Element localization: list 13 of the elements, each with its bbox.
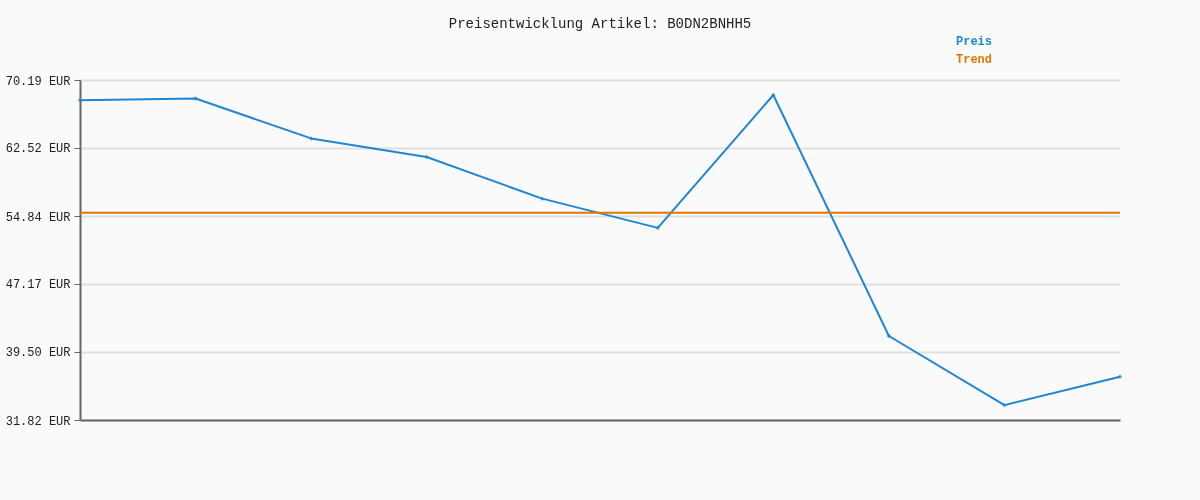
y-tick-label: 62.52 EUR [5, 142, 71, 157]
y-tick-label: 39.50 EUR [5, 346, 71, 361]
point [193, 96, 198, 101]
y-tick-label: 54.84 EUR [5, 210, 71, 225]
point [539, 196, 545, 201]
y-tick-label: 70.19 EUR [5, 74, 71, 89]
chart-title: Preisentwicklung Artikel: B0DN2BNHH5 [448, 16, 752, 32]
text: Preis [956, 35, 993, 49]
text: Trend [956, 53, 993, 67]
y-tick-label: 31.82 EUR [5, 414, 71, 429]
point [886, 333, 892, 339]
point [655, 225, 661, 231]
y-tick-label: 47.17 EUR [5, 278, 71, 293]
